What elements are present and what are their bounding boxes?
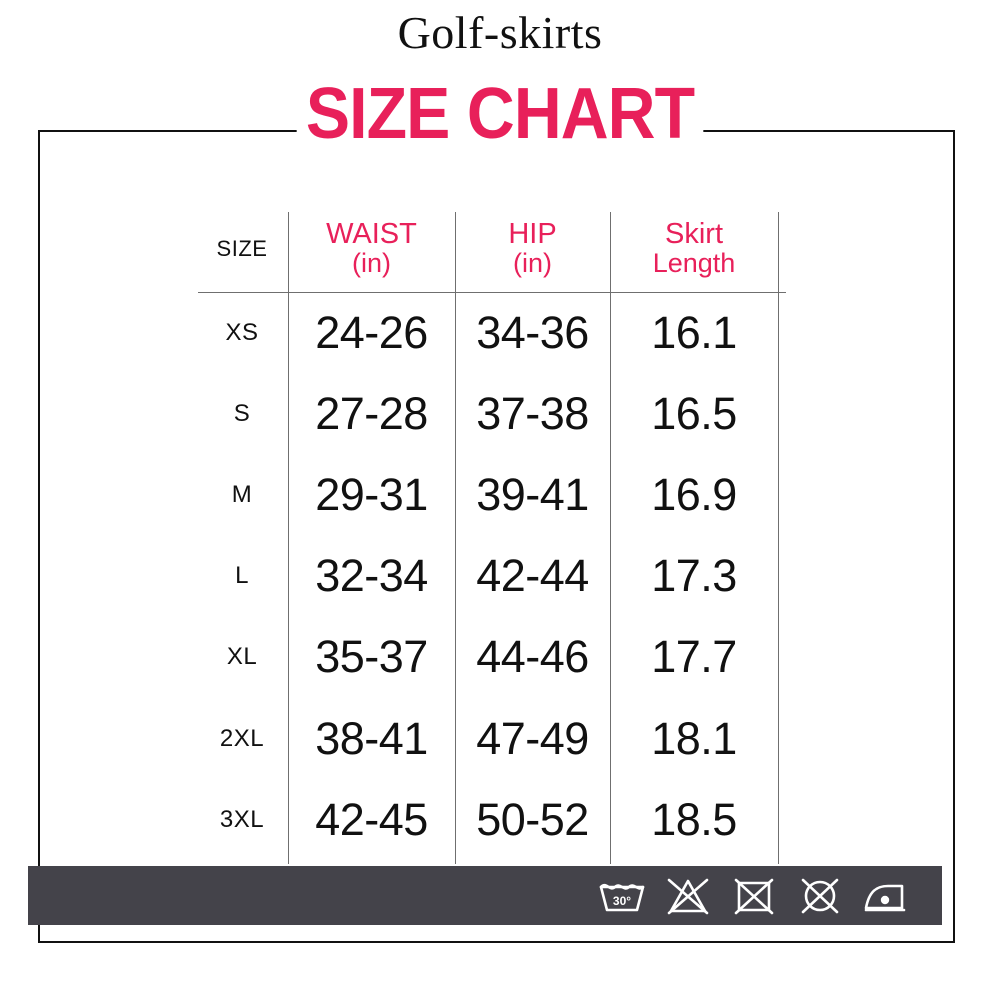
- cell-length-value: 18.5: [651, 793, 737, 845]
- cell-size-value: L: [235, 562, 249, 590]
- cell-size: 3XL: [196, 779, 288, 860]
- cell-hip: 50-52: [455, 779, 610, 860]
- iron-low-heat-icon: [858, 875, 914, 917]
- cell-hip-value: 42-44: [476, 550, 589, 602]
- cell-waist-value: 38-41: [315, 712, 428, 764]
- cell-hip: 47-49: [455, 698, 610, 779]
- column-header-skirt-length-label: Skirt Length: [653, 220, 736, 277]
- cell-waist-value: 27-28: [315, 387, 428, 439]
- cell-hip-value: 37-38: [476, 387, 589, 439]
- cell-waist-value: 24-26: [315, 306, 428, 358]
- cell-length: 16.9: [610, 454, 778, 535]
- cell-size: 2XL: [196, 698, 288, 779]
- column-header-skirt-main: Skirt: [665, 218, 723, 251]
- cell-hip-value: 47-49: [476, 712, 589, 764]
- table-row: XS 24-26 34-36 16.1: [196, 292, 786, 373]
- cell-size: M: [196, 454, 288, 535]
- table-row: S 27-28 37-38 16.5: [196, 373, 786, 454]
- cell-waist-value: 42-45: [315, 793, 428, 845]
- cell-hip-value: 44-46: [476, 631, 589, 683]
- page-title: SIZE CHART: [40, 78, 960, 150]
- table-body: XS 24-26 34-36 16.1 S 27-28 37-38 16.5 M…: [196, 292, 786, 861]
- cell-waist: 42-45: [288, 779, 455, 860]
- cell-length: 17.7: [610, 617, 778, 698]
- cell-hip-value: 34-36: [476, 306, 589, 358]
- cell-size-value: 3XL: [219, 805, 265, 833]
- column-header-skirt-length: Skirt Length: [610, 206, 778, 292]
- cell-waist: 29-31: [288, 454, 455, 535]
- table-row: 3XL 42-45 50-52 18.5: [196, 779, 786, 860]
- cell-length-value: 18.1: [651, 712, 737, 764]
- cell-size-value: 2XL: [219, 724, 265, 752]
- cell-size: L: [196, 536, 288, 617]
- cell-hip: 37-38: [455, 373, 610, 454]
- size-table: SIZE WAIST (in) HIP (in) Skirt Length: [196, 206, 786, 875]
- table-row: XL 35-37 44-46 17.7: [196, 617, 786, 698]
- column-divider-1: [288, 212, 289, 864]
- table-row: 2XL 38-41 47-49 18.1: [196, 698, 786, 779]
- cell-waist: 38-41: [288, 698, 455, 779]
- cell-size: XL: [196, 617, 288, 698]
- cell-length-value: 17.7: [651, 631, 737, 683]
- cell-hip: 42-44: [455, 536, 610, 617]
- column-header-hip-label: HIP (in): [508, 220, 556, 277]
- table-header-row: SIZE WAIST (in) HIP (in) Skirt Length: [196, 206, 786, 292]
- table-row: L 32-34 42-44 17.3: [196, 536, 786, 617]
- svg-text:30°: 30°: [613, 894, 631, 908]
- do-not-tumble-dry-icon: [726, 875, 782, 917]
- cell-length: 16.1: [610, 292, 778, 373]
- cell-length-value: 17.3: [651, 550, 737, 602]
- table-row: M 29-31 39-41 16.9: [196, 454, 786, 535]
- cell-size-value: XL: [226, 643, 258, 671]
- cell-hip: 44-46: [455, 617, 610, 698]
- cell-size: XS: [196, 292, 288, 373]
- care-instructions-bar: 30°: [28, 866, 942, 925]
- column-header-hip-main: HIP: [508, 218, 557, 251]
- cell-size: S: [196, 373, 288, 454]
- cell-waist: 24-26: [288, 292, 455, 373]
- column-header-skirt-sub: Length: [652, 248, 736, 279]
- cell-length: 18.1: [610, 698, 778, 779]
- column-header-size-label: SIZE: [216, 235, 268, 261]
- cell-size-value: XS: [225, 318, 259, 346]
- do-not-dry-clean-icon: [792, 875, 848, 917]
- cell-length-value: 16.1: [651, 306, 737, 358]
- do-not-bleach-icon: [660, 875, 716, 917]
- column-header-hip-unit: (in): [513, 248, 552, 279]
- cell-length-value: 16.5: [651, 387, 737, 439]
- cell-waist: 27-28: [288, 373, 455, 454]
- column-divider-3: [610, 212, 611, 864]
- cell-waist: 35-37: [288, 617, 455, 698]
- cell-length: 17.3: [610, 536, 778, 617]
- cell-waist-value: 35-37: [315, 631, 428, 683]
- cell-length-value: 16.9: [651, 468, 737, 520]
- cell-hip-value: 50-52: [476, 793, 589, 845]
- cell-length: 16.5: [610, 373, 778, 454]
- header-divider: [198, 292, 786, 293]
- cell-hip: 34-36: [455, 292, 610, 373]
- cell-size-value: M: [231, 480, 253, 508]
- machine-wash-30-icon: 30°: [594, 875, 650, 917]
- cell-hip: 39-41: [455, 454, 610, 535]
- cell-waist: 32-34: [288, 536, 455, 617]
- cell-waist-value: 29-31: [315, 468, 428, 520]
- column-header-waist: WAIST (in): [288, 206, 455, 292]
- page-title-text: SIZE CHART: [296, 78, 704, 150]
- column-header-waist-main: WAIST: [326, 218, 417, 251]
- column-divider-2: [455, 212, 456, 864]
- column-header-waist-unit: (in): [351, 248, 391, 279]
- column-header-size: SIZE: [196, 206, 288, 292]
- cell-length: 18.5: [610, 779, 778, 860]
- cell-waist-value: 32-34: [315, 550, 428, 602]
- column-header-waist-label: WAIST (in): [326, 220, 417, 277]
- column-header-hip: HIP (in): [455, 206, 610, 292]
- brand-title: Golf-skirts: [397, 7, 603, 58]
- column-divider-4: [778, 212, 779, 864]
- cell-hip-value: 39-41: [476, 468, 589, 520]
- cell-size-value: S: [233, 399, 251, 427]
